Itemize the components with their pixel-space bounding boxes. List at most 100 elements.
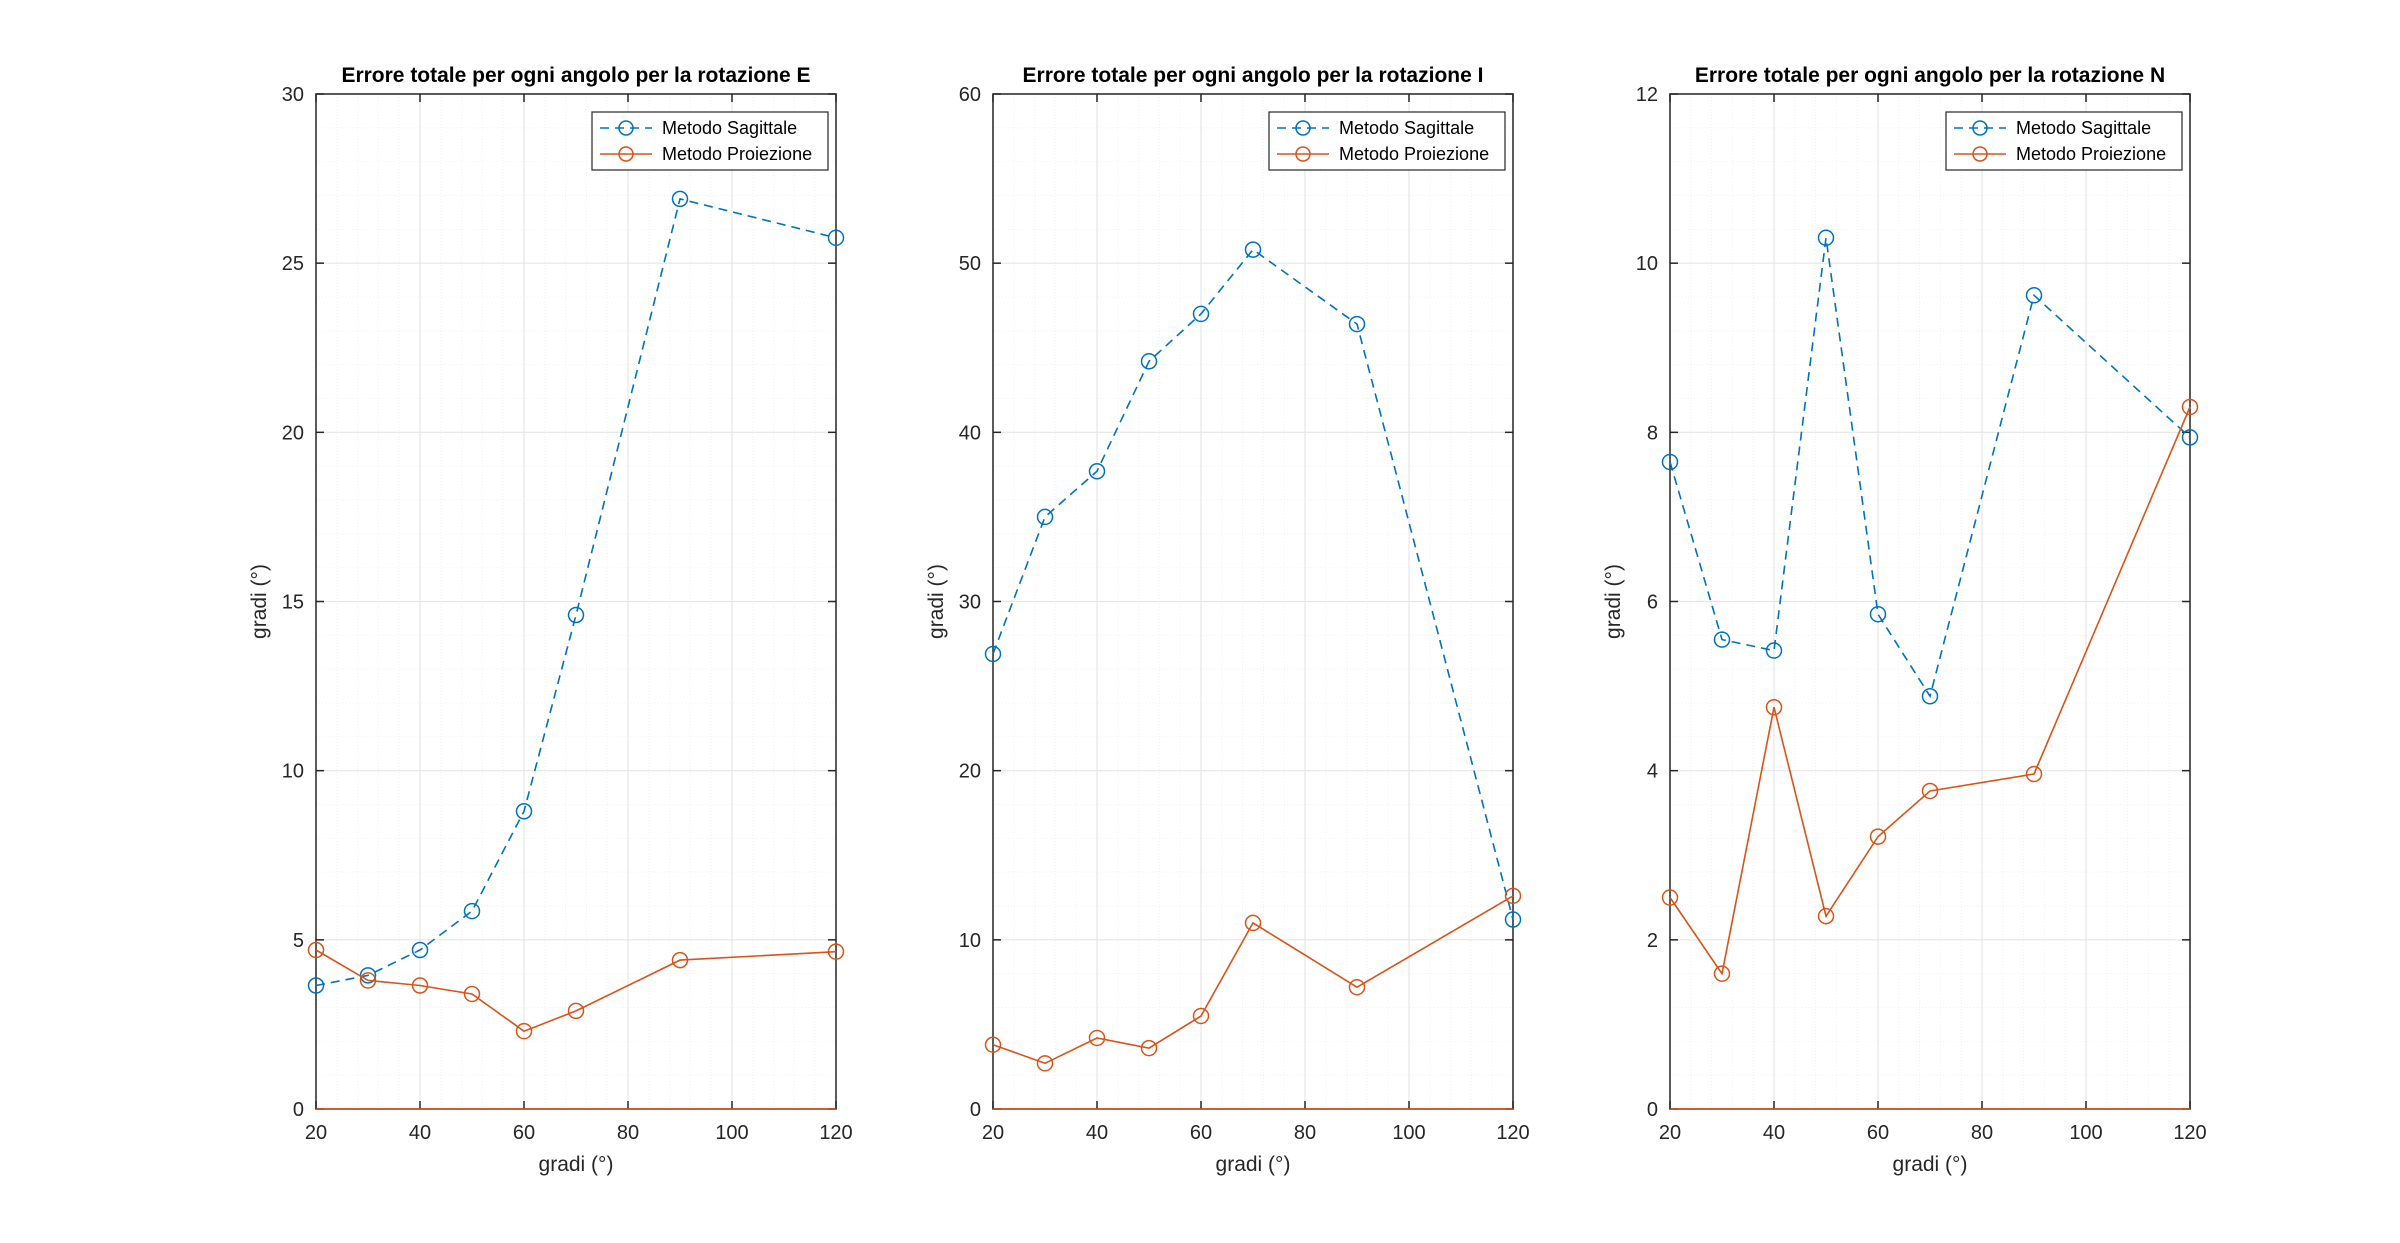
data-point-proiezione: [1192, 1007, 1210, 1025]
data-point-sagittale: [1817, 229, 1835, 247]
y-tick-label: 12: [1636, 84, 1658, 106]
x-tick-label: 60: [1190, 1122, 1212, 1144]
y-axis-label: gradi (°): [248, 564, 271, 639]
data-point-sagittale: [515, 803, 533, 820]
legend-marker: [618, 146, 634, 162]
y-tick-label: 40: [959, 422, 981, 444]
x-tick-label: 60: [513, 1122, 535, 1144]
y-tick-label: 50: [959, 253, 981, 275]
data-point-sagittale: [1765, 642, 1783, 659]
x-tick-label: 20: [305, 1122, 327, 1144]
series-line-sagittale: [1669, 237, 2191, 699]
data-point-proiezione: [1765, 698, 1783, 716]
y-tick-label: 20: [959, 761, 981, 783]
data-point-proiezione: [1921, 782, 1939, 800]
series-line-proiezione: [1669, 406, 2191, 976]
chart-panel-1: 20 40 60 80 100 120 0 5 10 15 20 25 30 Errore totale …: [248, 64, 853, 1176]
y-tick-label: 8: [1647, 422, 1658, 444]
x-tick-label: 20: [1659, 1122, 1681, 1144]
data-point-proiezione: [984, 1036, 1002, 1053]
data-point-proiezione: [359, 972, 377, 989]
chart-panel-2: 20 40 60 80 100 120 0 10 20 30 40 50 60 Errore totale…: [925, 64, 1530, 1176]
data-point-proiezione: [1036, 1055, 1054, 1072]
legend-marker: [1972, 120, 1988, 136]
chart-title: Errore totale per ogni angolo per la rot…: [1695, 64, 2165, 87]
legend: Metodo Sagittale Metodo Proiezione: [1268, 111, 1506, 171]
data-point-sagittale: [463, 902, 481, 920]
x-tick-label: 40: [1763, 1122, 1785, 1144]
legend-marker: [618, 120, 634, 136]
data-point-proiezione: [1504, 887, 1522, 905]
legend-box: [1945, 111, 2183, 171]
data-point-sagittale: [827, 229, 845, 247]
data-point-sagittale: [984, 645, 1002, 663]
data-point-proiezione: [671, 951, 689, 969]
x-tick-label: 100: [2069, 1122, 2102, 1144]
x-tick-label: 40: [1086, 1122, 1108, 1144]
x-tick-label: 100: [715, 1122, 748, 1144]
legend-label: Metodo Sagittale: [662, 118, 797, 138]
y-tick-label: 30: [959, 592, 981, 614]
data-point-sagittale: [1504, 911, 1522, 928]
data-point-proiezione: [307, 941, 325, 959]
data-point-sagittale: [1661, 453, 1679, 471]
series-line-proiezione: [315, 949, 837, 1033]
x-axis-label: gradi (°): [1893, 1153, 1968, 1176]
y-tick-label: 25: [282, 253, 304, 275]
x-tick-label: 20: [982, 1122, 1004, 1144]
legend: Metodo Sagittale Metodo Proiezione: [591, 111, 829, 171]
y-tick-label: 6: [1647, 592, 1658, 614]
series-line-sagittale: [992, 248, 1514, 920]
y-tick-label: 4: [1647, 761, 1658, 783]
data-point-sagittale: [1713, 631, 1731, 648]
legend-label: Metodo Sagittale: [1339, 118, 1474, 138]
data-point-proiezione: [515, 1022, 533, 1040]
x-tick-label: 120: [1496, 1122, 1529, 1144]
x-axis-label: gradi (°): [539, 1153, 614, 1176]
chart-panel-3: 20 40 60 80 100 120 0 2 4 6 8 10 12 Errore totale per…: [1602, 64, 2207, 1176]
y-tick-label: 2: [1647, 930, 1658, 952]
data-point-proiezione: [2181, 398, 2199, 416]
data-point-sagittale: [2025, 287, 2043, 304]
data-point-proiezione: [463, 985, 481, 1003]
x-tick-label: 80: [1971, 1122, 1993, 1144]
data-point-sagittale: [1348, 315, 1366, 333]
data-point-sagittale: [411, 941, 429, 959]
legend-marker: [1295, 146, 1311, 162]
data-point-sagittale: [1244, 241, 1262, 258]
data-point-proiezione: [1661, 889, 1679, 906]
x-tick-label: 120: [819, 1122, 852, 1144]
y-tick-label: 10: [959, 930, 981, 952]
data-point-proiezione: [567, 1002, 585, 1020]
data-point-sagittale: [1088, 462, 1106, 480]
data-point-sagittale: [1869, 605, 1887, 623]
data-point-proiezione: [1869, 828, 1887, 845]
x-tick-label: 60: [1867, 1122, 1889, 1144]
y-tick-label: 15: [282, 592, 304, 614]
data-point-sagittale: [307, 977, 325, 994]
y-tick-label: 0: [1647, 1099, 1658, 1121]
y-tick-label: 10: [282, 761, 304, 783]
legend-marker: [1295, 120, 1311, 136]
legend-label: Metodo Proiezione: [662, 144, 812, 164]
data-point-proiezione: [1244, 914, 1262, 932]
x-axis-label: gradi (°): [1216, 1153, 1291, 1176]
legend-marker: [1972, 146, 1988, 162]
chart-title: Errore totale per ogni angolo per la rot…: [1023, 64, 1484, 87]
legend-box: [591, 111, 829, 171]
data-point-proiezione: [1713, 965, 1731, 982]
data-point-proiezione: [2025, 765, 2043, 783]
chart-title: Errore totale per ogni angolo per la rot…: [341, 64, 810, 87]
data-point-sagittale: [1192, 305, 1210, 323]
legend-label: Metodo Proiezione: [2016, 144, 2166, 164]
y-tick-label: 0: [970, 1099, 981, 1121]
x-tick-label: 40: [409, 1122, 431, 1144]
data-point-sagittale: [671, 190, 689, 208]
x-tick-label: 120: [2173, 1122, 2206, 1144]
legend-box: [1268, 111, 1506, 171]
y-tick-label: 20: [282, 422, 304, 444]
data-point-proiezione: [1348, 978, 1366, 996]
data-point-proiezione: [411, 977, 429, 994]
